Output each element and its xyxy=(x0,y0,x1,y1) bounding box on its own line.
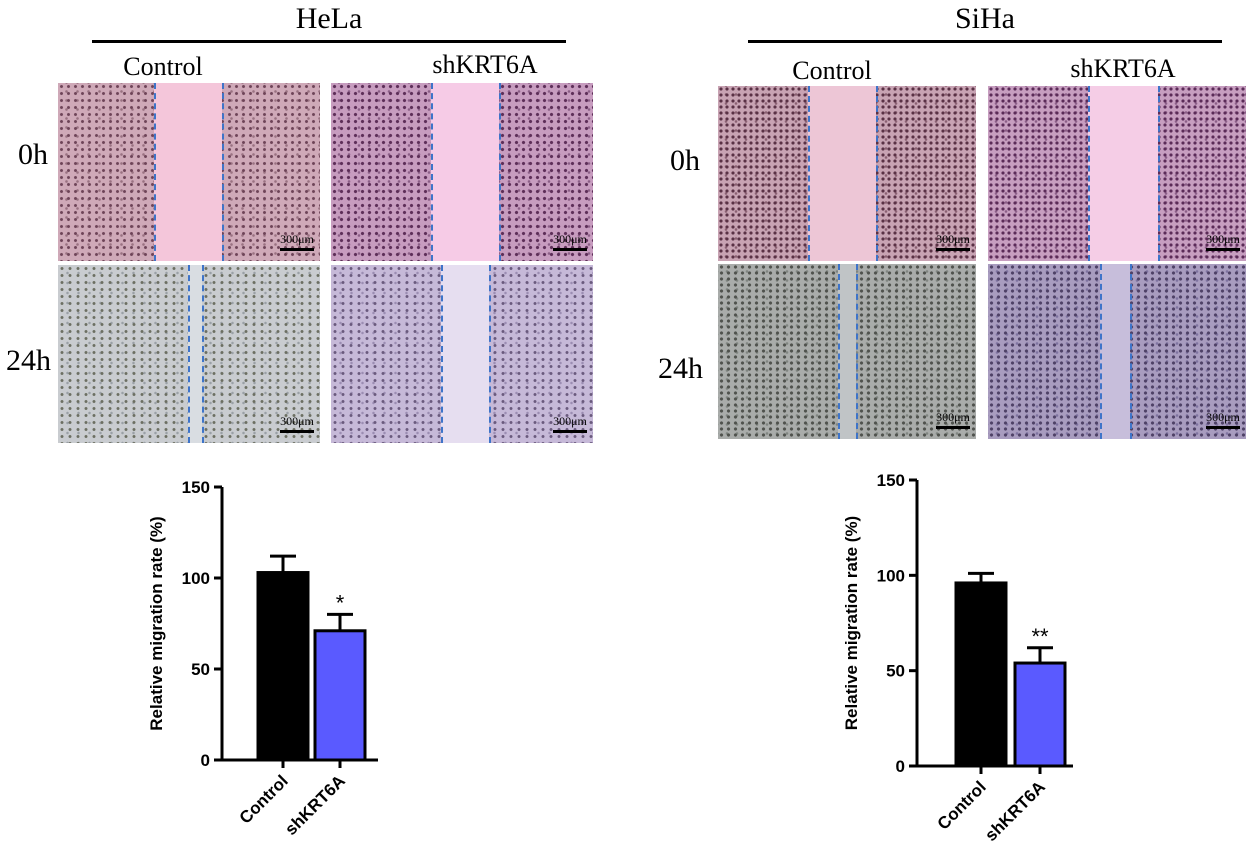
hela-control-24h-right-edge xyxy=(202,265,204,443)
siha-shkrt6a-0h-right-edge xyxy=(1158,86,1160,261)
scale-label: 300μm xyxy=(936,232,970,246)
hela-control-24h-scale-bar: 300μm xyxy=(280,414,314,433)
siha-chart-y-tick-label: 0 xyxy=(896,757,905,776)
siha-chart-significance-1: ** xyxy=(1031,624,1049,649)
siha-control-24h-image: 300μm xyxy=(718,264,976,439)
siha-shkrt6a-0h-scale-bar: 300μm xyxy=(1206,232,1240,251)
hela-chart-x-tick-label-0: Control xyxy=(236,771,292,827)
siha-control-0h-scale-bar: 300μm xyxy=(936,232,970,251)
hela-shkrt6a-24h-scale-bar: 300μm xyxy=(553,414,587,433)
hela-control-0h-left-edge xyxy=(154,83,156,261)
siha-chart-y-axis-label: Relative migration rate (%) xyxy=(842,516,861,730)
hela-control-24h-left-edge xyxy=(188,265,190,443)
siha-chart-y-tick-label: 50 xyxy=(886,662,905,681)
siha-control-24h-scale-bar: 300μm xyxy=(936,410,970,429)
hela-shkrt6a-24h-left-edge xyxy=(441,265,443,443)
hela-chart-y-tick-label: 50 xyxy=(191,660,210,679)
siha-control-0h-right-edge xyxy=(876,86,878,261)
hela-row-label-24h: 24h xyxy=(6,344,51,377)
hela-chart-x-tick-label-1: shKRT6A xyxy=(281,771,349,839)
siha-shkrt6a-0h-left-edge xyxy=(1088,86,1090,261)
hela-control-0h-scale-bar: 300μm xyxy=(280,232,314,251)
siha-shkrt6a-24h-right-edge xyxy=(1130,264,1132,439)
siha-control-0h-left-edge xyxy=(808,86,810,261)
hela-chart-significance-1: * xyxy=(336,590,345,615)
siha-shkrt6a-24h-left-edge xyxy=(1100,264,1102,439)
hela-col-label-shkrt6a: shKRT6A xyxy=(432,50,538,79)
siha-chart-y-tick-label: 150 xyxy=(877,471,905,490)
hela-chart-y-tick-label: 0 xyxy=(201,751,210,770)
scale-label: 300μm xyxy=(936,410,970,424)
siha-title-rule xyxy=(748,40,1222,43)
hela-chart-bar-0 xyxy=(256,571,310,762)
scale-label: 300μm xyxy=(1206,410,1240,424)
hela-shkrt6a-24h-image: 300μm xyxy=(331,265,593,443)
siha-col-label-control: Control xyxy=(792,56,872,85)
siha-chart-x-tick-label-0: Control xyxy=(934,777,990,833)
hela-chart-bar-1 xyxy=(313,629,367,762)
siha-shkrt6a-24h-scale-bar: 300μm xyxy=(1206,410,1240,429)
hela-shkrt6a-0h-right-edge xyxy=(499,83,501,261)
siha-shkrt6a-24h-image: 300μm xyxy=(988,264,1246,439)
hela-title: HeLa xyxy=(295,2,363,35)
hela-chart-y-axis-label: Relative migration rate (%) xyxy=(147,516,166,730)
siha-control-24h-right-edge xyxy=(856,264,858,439)
hela-chart-y-tick-label: 150 xyxy=(182,478,210,497)
scale-label: 300μm xyxy=(280,232,314,246)
siha-col-label-shkrt6a: shKRT6A xyxy=(1070,54,1176,83)
hela-title-rule xyxy=(92,40,566,43)
siha-control-24h-left-edge xyxy=(838,264,840,439)
siha-chart-x-tick-label-1: shKRT6A xyxy=(981,777,1049,845)
siha-title: SiHa xyxy=(955,2,1015,35)
hela-row-label-0h: 0h xyxy=(18,138,48,171)
hela-control-0h-right-edge xyxy=(222,83,224,261)
siha-row-label-24h: 24h xyxy=(658,352,703,385)
hela-shkrt6a-24h-right-edge xyxy=(489,265,491,443)
scale-label: 300μm xyxy=(1206,232,1240,246)
scale-label: 300μm xyxy=(553,414,587,428)
siha-chart-bar-0 xyxy=(954,581,1008,768)
hela-migration-chart: 0 50 100 150 Relative migration rate (%) Cont… xyxy=(147,478,378,839)
siha-chart-y-tick-label: 100 xyxy=(877,566,905,585)
siha-control-0h-image: 300μm xyxy=(718,86,976,261)
hela-control-0h-image: 300μm xyxy=(58,83,320,261)
siha-migration-chart: 0 50 100 150 Relative migration rate (%) Cont… xyxy=(842,471,1073,845)
siha-shkrt6a-0h-image: 300μm xyxy=(988,86,1246,261)
siha-row-label-0h: 0h xyxy=(670,144,700,177)
hela-col-label-control: Control xyxy=(123,52,203,81)
hela-shkrt6a-0h-image: 300μm xyxy=(331,83,593,261)
siha-chart-bar-1 xyxy=(1013,661,1067,768)
hela-control-24h-image: 300μm xyxy=(58,265,320,443)
scale-label: 300μm xyxy=(280,414,314,428)
scale-label: 300μm xyxy=(553,232,587,246)
hela-chart-y-tick-label: 100 xyxy=(182,569,210,588)
hela-shkrt6a-0h-left-edge xyxy=(431,83,433,261)
hela-shkrt6a-0h-scale-bar: 300μm xyxy=(553,232,587,251)
